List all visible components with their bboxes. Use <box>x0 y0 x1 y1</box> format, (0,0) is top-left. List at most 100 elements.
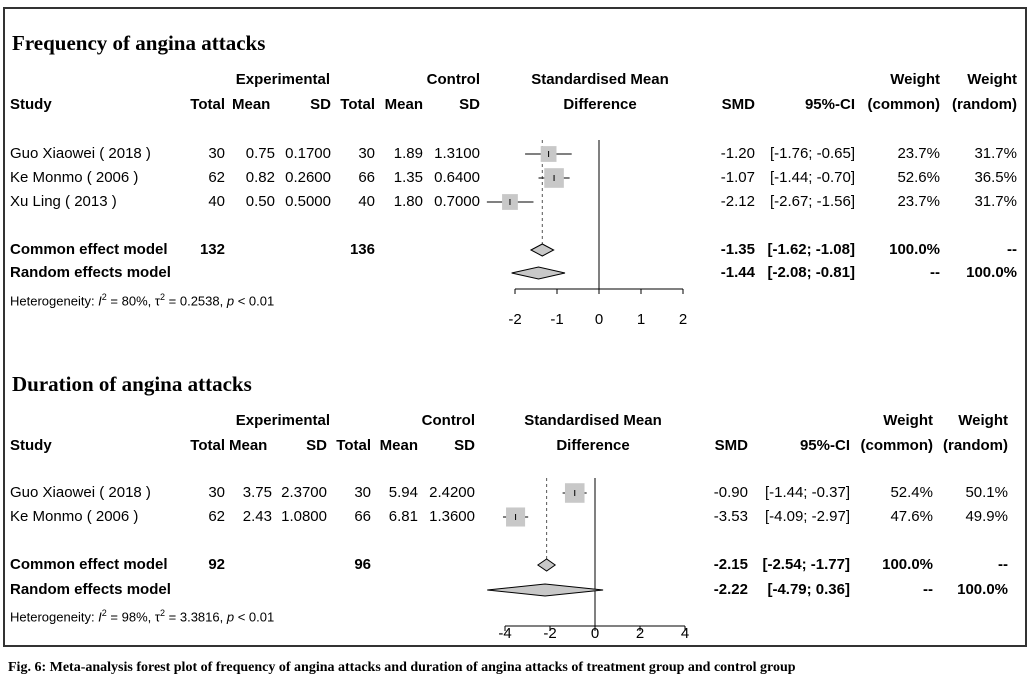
ctrl-sd: 0.7000 <box>434 193 480 210</box>
header-smd-plot-2: Difference <box>563 96 637 113</box>
common-weight-random: -- <box>998 556 1008 573</box>
heterogeneity-stats: Heterogeneity: I2 = 98%, τ2 = 3.3816, p … <box>10 604 274 626</box>
ctrl-sd: 1.3100 <box>434 145 480 162</box>
heterogeneity-part: τ <box>154 293 161 309</box>
ci-value: [-1.76; -0.65] <box>769 145 855 162</box>
heterogeneity-part: < 0.01 <box>234 609 275 625</box>
random-model-label: Random effects model <box>10 581 171 598</box>
header-random: (random) <box>943 437 1008 454</box>
figure-caption: Fig. 6: Meta-analysis forest plot of fre… <box>8 660 796 675</box>
smd-value: -0.90 <box>713 484 748 501</box>
header-c-mean: Mean <box>379 437 418 454</box>
heterogeneity-part: 2 <box>160 292 166 302</box>
exp-sd: 2.3700 <box>281 484 327 501</box>
common-weight-common: 100.0% <box>882 556 933 573</box>
header-ci: 95%-CI <box>799 437 850 454</box>
header-smd-plot: Standardised Mean <box>531 71 669 88</box>
ci-value: [-2.67; -1.56] <box>769 193 855 210</box>
common-smd: -1.35 <box>720 241 755 258</box>
weight-common: 47.6% <box>890 508 933 525</box>
exp-total: 40 <box>208 193 225 210</box>
header-ci: 95%-CI <box>804 96 855 113</box>
weight-common: 23.7% <box>897 145 940 162</box>
header-common: (common) <box>867 96 941 113</box>
ci-value: [-1.44; -0.70] <box>769 169 855 186</box>
heterogeneity-part: I <box>98 293 102 309</box>
heterogeneity-part: = 98%, <box>106 609 155 625</box>
heterogeneity-part: 2 <box>101 608 107 618</box>
exp-sd: 0.5000 <box>285 193 331 210</box>
random-ci: [-2.08; -0.81] <box>767 264 855 281</box>
header-study: Study <box>10 96 52 113</box>
common-ctrl-total: 136 <box>349 241 375 258</box>
heterogeneity-stats: Heterogeneity: I2 = 80%, τ2 = 0.2538, p … <box>10 288 274 310</box>
heterogeneity-part: p <box>226 609 235 625</box>
header-smd: SMD <box>721 96 755 113</box>
header-weight-random: Weight <box>958 412 1008 429</box>
header-experimental: Experimental <box>235 412 330 429</box>
smd-value: -3.53 <box>713 508 748 525</box>
header-c-total: Total <box>336 437 371 454</box>
header-smd-plot-2: Difference <box>556 437 630 454</box>
header-weight-random: Weight <box>967 71 1017 88</box>
heterogeneity-part: I <box>98 609 102 625</box>
ctrl-total: 40 <box>358 193 375 210</box>
heterogeneity-part: τ <box>154 609 161 625</box>
header-smd: SMD <box>714 437 748 454</box>
weight-common: 52.6% <box>897 169 940 186</box>
common-exp-total: 92 <box>208 556 225 573</box>
header-e-mean: Mean <box>229 437 268 454</box>
header-e-total: Total <box>190 437 225 454</box>
common-ctrl-total: 96 <box>354 556 371 573</box>
header-random: (random) <box>952 96 1017 113</box>
ctrl-mean: 1.89 <box>393 145 423 162</box>
heterogeneity-part: = 0.2538, <box>165 293 227 309</box>
ctrl-total: 66 <box>358 169 375 186</box>
random-weight-common: -- <box>923 581 933 598</box>
exp-total: 30 <box>208 484 225 501</box>
weight-random: 36.5% <box>974 169 1017 186</box>
ctrl-mean: 6.81 <box>388 508 418 525</box>
study-name: Ke Monmo ( 2006 ) <box>10 169 139 186</box>
panel-title: Frequency of angina attacks <box>12 31 266 55</box>
weight-common: 23.7% <box>897 193 940 210</box>
heterogeneity-part: = 80%, <box>106 293 155 309</box>
study-name: Guo Xiaowei ( 2018 ) <box>10 145 151 162</box>
heterogeneity-part: Heterogeneity: <box>10 609 99 625</box>
study-name: Xu Ling ( 2013 ) <box>10 193 117 210</box>
exp-mean: 0.50 <box>245 193 275 210</box>
study-name: Ke Monmo ( 2006 ) <box>10 508 139 525</box>
ctrl-total: 30 <box>358 145 375 162</box>
common-ci: [-1.62; -1.08] <box>767 241 855 258</box>
exp-mean: 0.82 <box>245 169 275 186</box>
header-smd-plot: Standardised Mean <box>524 412 662 429</box>
common-ci: [-2.54; -1.77] <box>762 556 850 573</box>
header-weight-common: Weight <box>890 71 940 88</box>
common-model-label: Common effect model <box>10 556 168 573</box>
header-c-total: Total <box>340 96 375 113</box>
weight-random: 49.9% <box>965 508 1008 525</box>
common-weight-random: -- <box>1007 241 1017 258</box>
exp-total: 30 <box>208 145 225 162</box>
exp-mean: 2.43 <box>242 508 272 525</box>
heterogeneity-part: p <box>226 293 235 309</box>
ctrl-sd: 1.3600 <box>429 508 475 525</box>
exp-sd: 0.1700 <box>285 145 331 162</box>
weight-random: 50.1% <box>965 484 1008 501</box>
ctrl-total: 66 <box>354 508 371 525</box>
exp-total: 62 <box>208 169 225 186</box>
smd-value: -1.20 <box>720 145 755 162</box>
weight-random: 31.7% <box>974 193 1017 210</box>
random-smd: -1.44 <box>720 264 755 281</box>
ctrl-total: 30 <box>354 484 371 501</box>
panel-title: Duration of angina attacks <box>12 372 252 396</box>
header-c-mean: Mean <box>384 96 423 113</box>
random-model-label: Random effects model <box>10 264 171 281</box>
smd-value: -1.07 <box>720 169 755 186</box>
header-e-sd: SD <box>310 96 331 113</box>
random-smd: -2.22 <box>713 581 748 598</box>
exp-sd: 0.2600 <box>285 169 331 186</box>
header-e-total: Total <box>190 96 225 113</box>
ctrl-mean: 5.94 <box>388 484 418 501</box>
weight-common: 52.4% <box>890 484 933 501</box>
